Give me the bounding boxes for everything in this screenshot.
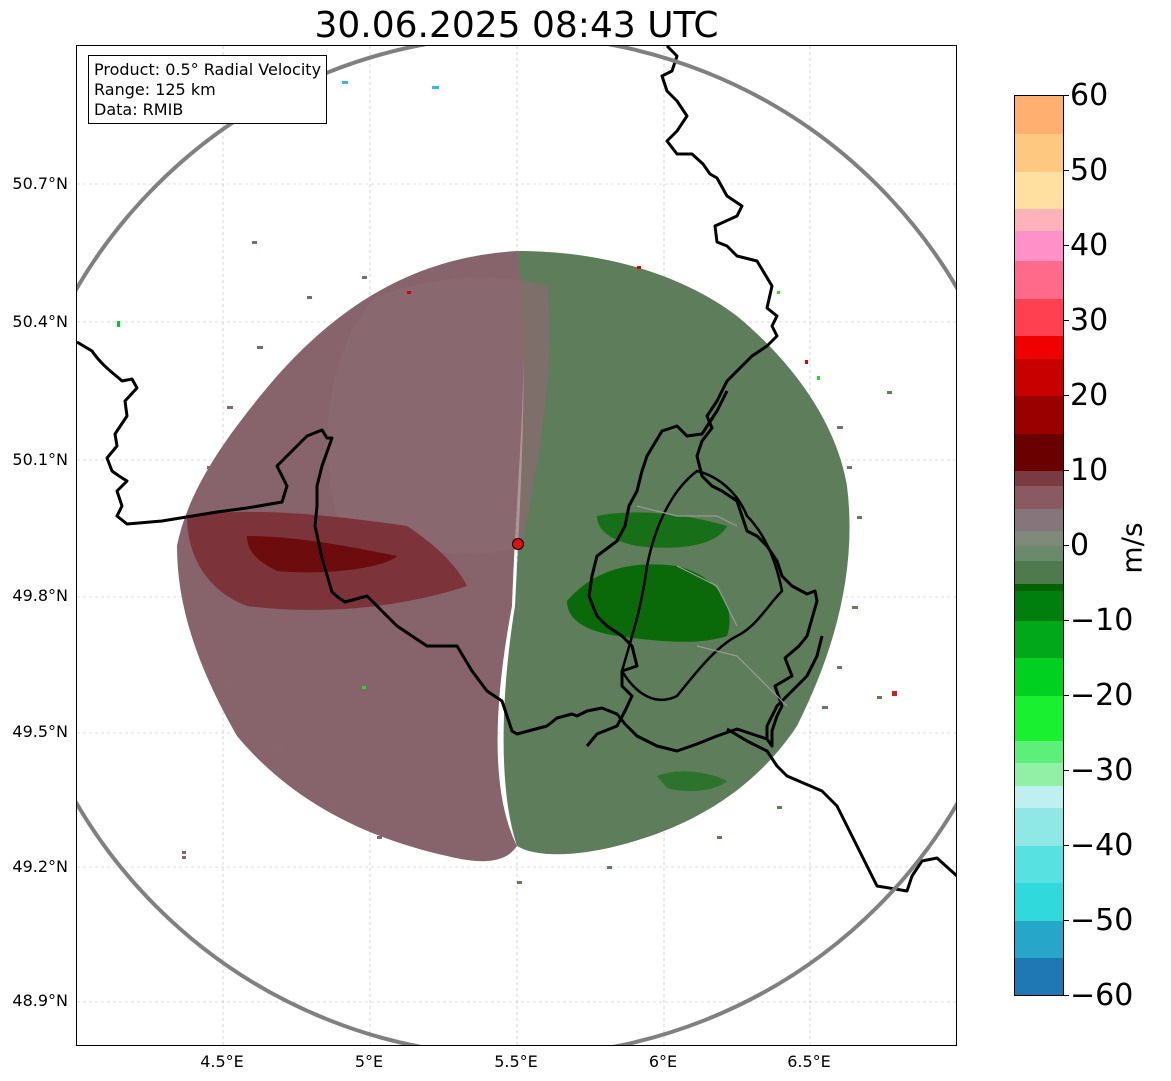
velocity-echoes (117, 81, 897, 884)
colorbar-segment (1015, 785, 1063, 809)
info-product: Product: 0.5° Radial Velocity (94, 60, 322, 79)
colorbar-segment (1015, 560, 1063, 584)
colorbar-segment (1015, 590, 1063, 621)
radar-site-marker (512, 538, 524, 550)
colorbar-segment (1015, 582, 1063, 592)
lon-tick-label: 5.5°E (494, 1052, 538, 1071)
colorbar-segment (1015, 740, 1063, 764)
colorbar-segment (1015, 260, 1063, 299)
colorbar-tick-mark (1063, 395, 1069, 396)
lat-tick-label: 50.4°N (12, 312, 68, 331)
colorbar-segment (1015, 530, 1063, 547)
colorbar-tick-label: 30 (1070, 303, 1109, 338)
colorbar-segment (1015, 170, 1063, 209)
colorbar-tick-mark (1063, 545, 1069, 546)
chart-title: 30.06.2025 08:43 UTC (314, 5, 719, 46)
inbound-north-core (597, 512, 727, 548)
colorbar-tick-mark (1063, 920, 1069, 921)
colorbar-segment (1015, 298, 1063, 337)
info-range: Range: 125 km (94, 80, 216, 99)
colorbar-tick-label: 60 (1070, 78, 1109, 113)
lon-tick-label: 6.5°E (787, 1052, 831, 1071)
colorbar-tick-label: −40 (1070, 828, 1134, 863)
colorbar-segment (1015, 133, 1063, 172)
colorbar-tick-mark (1063, 845, 1069, 846)
echo-speckles-green (517, 391, 892, 884)
lon-tick-label: 5°E (354, 1052, 384, 1071)
colorbar-tick-mark (1063, 770, 1069, 771)
colorbar-segment (1015, 957, 1063, 995)
colorbar-tick-label: −50 (1070, 903, 1134, 938)
colorbar-segment (1015, 335, 1063, 359)
colorbar-tick-mark (1063, 320, 1069, 321)
colorbar-segment (1015, 545, 1063, 562)
colorbar-segment (1015, 845, 1063, 884)
colorbar-segment (1015, 485, 1063, 509)
colorbar-unit-label: m/s (1115, 522, 1149, 574)
colorbar-tick-mark (1063, 245, 1069, 246)
colorbar-segment (1015, 358, 1063, 397)
country-borders (77, 46, 956, 893)
info-data-source: Data: RMIB (94, 100, 184, 119)
colorbar-tick-mark (1063, 995, 1069, 996)
colorbar-tick-mark (1063, 470, 1069, 471)
colorbar-tick-mark (1063, 695, 1069, 696)
product-info-box: Product: 0.5° Radial Velocity Range: 125… (88, 55, 328, 124)
colorbar-tick-label: 0 (1070, 528, 1090, 563)
lat-tick-label: 49.8°N (12, 586, 68, 605)
colorbar-segment (1015, 395, 1063, 434)
lat-tick-label: 50.7°N (12, 174, 68, 193)
colorbar-tick-label: −20 (1070, 678, 1134, 713)
colorbar-segment (1015, 470, 1063, 487)
inbound-velocity-area (503, 251, 850, 855)
outbound-mid-band (327, 277, 550, 555)
colorbar-segment (1015, 762, 1063, 786)
echo-speckles-bright (117, 81, 897, 854)
colorbar-segment (1015, 882, 1063, 921)
colorbar-tick-label: 40 (1070, 228, 1109, 263)
lat-tick-label: 48.9°N (12, 991, 68, 1010)
colorbar-segment (1015, 657, 1063, 696)
inbound-south-core (657, 771, 727, 792)
colorbar-tick-label: −30 (1070, 753, 1134, 788)
colorbar-tick-mark (1063, 95, 1069, 96)
colorbar-segment (1015, 508, 1063, 532)
colorbar-tick-label: −60 (1070, 978, 1134, 1013)
strong-inbound-core (567, 564, 730, 642)
colorbar-segment (1015, 230, 1063, 262)
colorbar-tick-label: 20 (1070, 378, 1109, 413)
lat-tick-label: 49.5°N (12, 722, 68, 741)
colorbar-segment (1015, 920, 1063, 959)
velocity-colorbar (1014, 95, 1064, 996)
colorbar-segment (1015, 807, 1063, 846)
radar-map-canvas (77, 46, 956, 1045)
colorbar-tick-mark (1063, 170, 1069, 171)
colorbar-segment (1015, 620, 1063, 659)
lat-tick-label: 49.2°N (12, 857, 68, 876)
lon-tick-label: 4.5°E (200, 1052, 244, 1071)
colorbar-tick-mark (1063, 620, 1069, 621)
echo-speckles (182, 241, 382, 859)
colorbar-segment (1015, 208, 1063, 232)
internal-borders (636, 505, 788, 707)
colorbar-segment (1015, 695, 1063, 741)
colorbar-segment (1015, 96, 1063, 135)
radar-map[interactable] (76, 45, 957, 1046)
lat-tick-label: 50.1°N (12, 450, 68, 469)
colorbar-tick-label: −10 (1070, 603, 1134, 638)
colorbar-segment (1015, 433, 1063, 472)
lon-tick-label: 6°E (648, 1052, 678, 1071)
colorbar-tick-label: 10 (1070, 453, 1109, 488)
colorbar-tick-label: 50 (1070, 153, 1109, 188)
